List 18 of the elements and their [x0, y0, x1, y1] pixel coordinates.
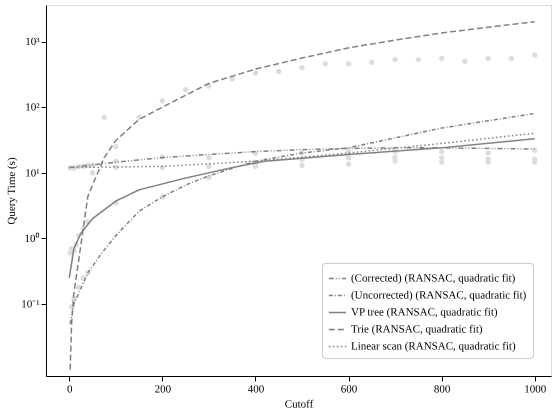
legend-label: Trie (RANSAC, quadratic fit) [351, 324, 483, 336]
x-tick-label: 600 [340, 384, 358, 396]
y-tick-label: 10⁰ [24, 232, 40, 245]
y-tick-label: 10³ [25, 36, 40, 48]
y-tick-label: 10⁻¹ [21, 298, 40, 311]
legend-label: Linear scan (RANSAC, quadratic fit) [351, 340, 516, 352]
y-tick-label: 10¹ [25, 167, 40, 180]
x-tick-label: 1000 [524, 384, 547, 396]
x-tick-label: 800 [434, 384, 451, 396]
legend-label: (Corrected) (RANSAC, quadratic fit) [351, 272, 516, 284]
y-tick-label: 10² [25, 102, 40, 114]
x-axis-title: Cutoff [284, 398, 314, 410]
x-tick-label: 200 [154, 384, 172, 396]
legend-label: (Uncorrected) (RANSAC, quadratic fit) [351, 290, 527, 302]
y-axis-title: Query Time (s) [6, 157, 18, 225]
x-tick-label: 0 [67, 384, 74, 396]
x-tick-label: 400 [248, 384, 265, 396]
legend-label: VP tree (RANSAC, quadratic fit) [351, 306, 498, 318]
